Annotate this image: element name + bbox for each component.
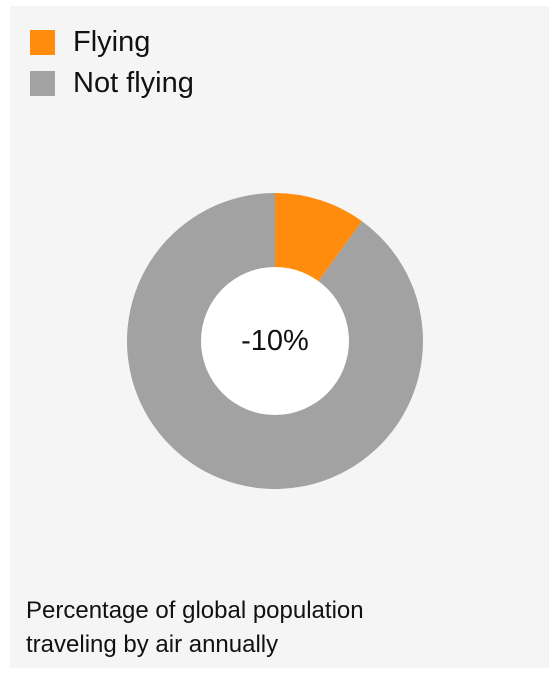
donut-hole: [201, 267, 349, 415]
donut-chart: -10%: [127, 193, 424, 489]
legend-label-flying: Flying: [73, 26, 151, 58]
center-label: -10%: [241, 325, 309, 357]
legend-item-flying: Flying: [30, 26, 213, 58]
legend-swatch-not-flying: [30, 71, 55, 96]
chart-caption: Percentage of global population travelin…: [26, 597, 364, 658]
legend-label-not-flying: Not flying: [73, 67, 194, 99]
chart-panel: Flying Not flying -10% Percentage of glo…: [10, 6, 549, 668]
legend-swatch-flying: [30, 30, 55, 55]
legend: Flying Not flying: [30, 26, 213, 99]
legend-item-not-flying: Not flying: [30, 67, 213, 99]
